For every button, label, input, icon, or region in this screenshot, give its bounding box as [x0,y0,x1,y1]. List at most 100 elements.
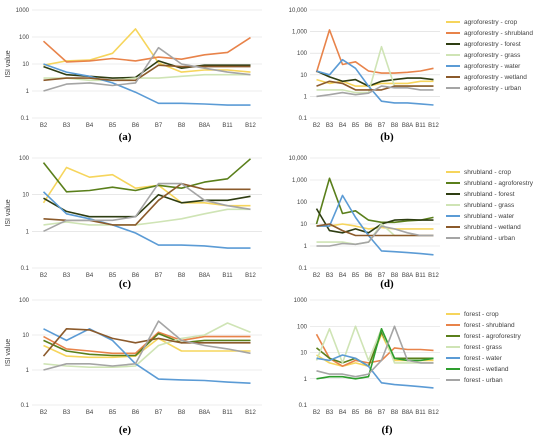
x-tick-label: B12 [245,273,256,279]
chart-panel-d: 0.1 1 10 100 1,000 10,000 B2 B3 B4 B5 B6 B7 B8 B8A B11… [289,156,534,290]
x-tick-label: B8 [178,273,186,279]
series-line-3 [43,193,251,218]
legend-entry: shrubland - grass [464,202,515,209]
x-tick-label: B8 [391,273,399,279]
x-tick-label: B7 [155,123,163,129]
legend-entry: forest - agroforestry [464,333,521,340]
x-tick-label: B11 [222,273,233,279]
x-tick-label: B6 [365,410,373,416]
y-tick-label: 1,000 [292,178,308,184]
legend-entry: agroforestry - forest [464,41,521,48]
x-tick-label: B3 [63,273,71,279]
chart-panel-e: 0.1 1 10 100 B2 B3 B4 B5 B6 B7 B8 B8A B11 B12 ISI valu… [5,298,262,436]
series-line-4 [43,322,251,369]
y-tick-label: 1 [304,244,308,250]
series-line-3 [316,331,434,368]
x-tick-label: B7 [378,273,386,279]
y-tick-label: 10,000 [289,8,308,14]
chart-panel-f: 0.1 1 10 100 1000 B2 B3 B4 B5 B6 B7 B8 B8A B11 B12 (f) f… [294,298,522,436]
x-tick-label: B5 [109,123,117,129]
x-tick-label: B3 [326,123,334,129]
x-tick-label: B11 [222,410,233,416]
legend-entry: forest - wetland [464,366,509,373]
y-tick-label: 10 [300,351,307,357]
y-tick-label: 100 [19,156,30,162]
x-tick-label: B11 [415,123,426,129]
y-tick-label: 0.1 [21,116,30,122]
x-tick-label: B6 [365,123,373,129]
x-tick-label: B8 [178,410,186,416]
x-tick-label: B12 [428,273,439,279]
panel-label: (b) [380,131,394,143]
chart-panel-c: 0.1 1 10 100 B2 B3 B4 B5 B6 B7 B8 B8A B11 B12 ISI valu… [5,156,262,290]
series-line-6 [43,64,251,82]
x-tick-label: B8A [199,273,210,279]
x-tick-label: B11 [222,123,233,129]
y-tick-label: 10 [300,73,307,79]
series-line-7 [316,85,434,98]
series-line-2 [315,29,434,74]
x-tick-label: B8A [199,123,210,129]
y-axis-label: ISI value [5,339,12,366]
x-tick-label: B6 [132,123,140,129]
y-tick-label: 0.1 [299,116,308,122]
chart-panel-a: 0.1 1 10 100 1000 B2 B3 B4 B5 B6 B7 B8 B8A B11 B12 ISI … [5,8,262,143]
y-tick-label: 1,000 [292,30,308,36]
x-tick-label: B6 [365,273,373,279]
x-tick-label: B4 [86,123,94,129]
series-line-7 [43,46,251,92]
x-tick-label: B8A [402,410,413,416]
legend-entry: forest - water [464,355,503,362]
series-line-3 [315,208,434,234]
series-line-3 [43,60,251,79]
series-line-1 [42,166,251,207]
x-tick-label: B2 [40,273,48,279]
legend-entry: shrubland - water [464,213,515,220]
series-line-6 [316,327,434,380]
series-line-5 [316,194,434,256]
panel-label: (a) [119,131,132,143]
series-line-4 [43,73,251,82]
series-line-4 [315,325,434,364]
x-tick-label: B8A [402,273,413,279]
x-tick-label: B5 [109,410,117,416]
legend-entry: shrubland - forest [464,191,515,198]
x-tick-label: B12 [245,410,256,416]
legend-entry: forest - crop [464,311,499,318]
y-tick-label: 100 [297,51,308,57]
legend-entry: agroforestry - wetland [464,74,527,81]
y-axis-label: ISI value [5,199,12,226]
series-line-2 [42,36,251,63]
series-line-1 [43,337,251,359]
x-tick-label: B6 [132,273,140,279]
x-tick-label: B5 [109,273,117,279]
y-tick-label: 1 [26,368,30,374]
legend-entry: shrubland - urban [464,235,515,242]
y-tick-label: 1 [26,229,30,235]
legend-entry: forest - urban [464,377,503,384]
y-tick-label: 0.1 [21,403,30,409]
y-tick-label: 10,000 [289,156,308,162]
x-tick-label: B4 [339,410,347,416]
x-tick-label: B8A [199,410,210,416]
x-tick-label: B2 [40,123,48,129]
x-tick-label: B5 [352,123,360,129]
panel-label: (c) [119,278,132,290]
legend-entry: shrubland - crop [464,169,511,176]
x-tick-label: B4 [86,410,94,416]
y-tick-label: 1 [304,94,308,100]
x-tick-label: B11 [415,410,426,416]
x-tick-label: B5 [352,273,360,279]
x-tick-label: B7 [155,410,163,416]
y-tick-label: 10 [22,333,29,339]
y-tick-label: 1 [304,377,308,383]
legend-entry: agroforestry - water [464,63,521,70]
series-line-7 [43,320,251,371]
y-tick-label: 100 [297,200,308,206]
series-line-3 [316,70,434,87]
x-tick-label: B3 [326,273,334,279]
legend-entry: agroforestry - shrubland [464,30,533,37]
series-line-6 [316,223,434,237]
legend-entry: agroforestry - grass [464,52,521,59]
